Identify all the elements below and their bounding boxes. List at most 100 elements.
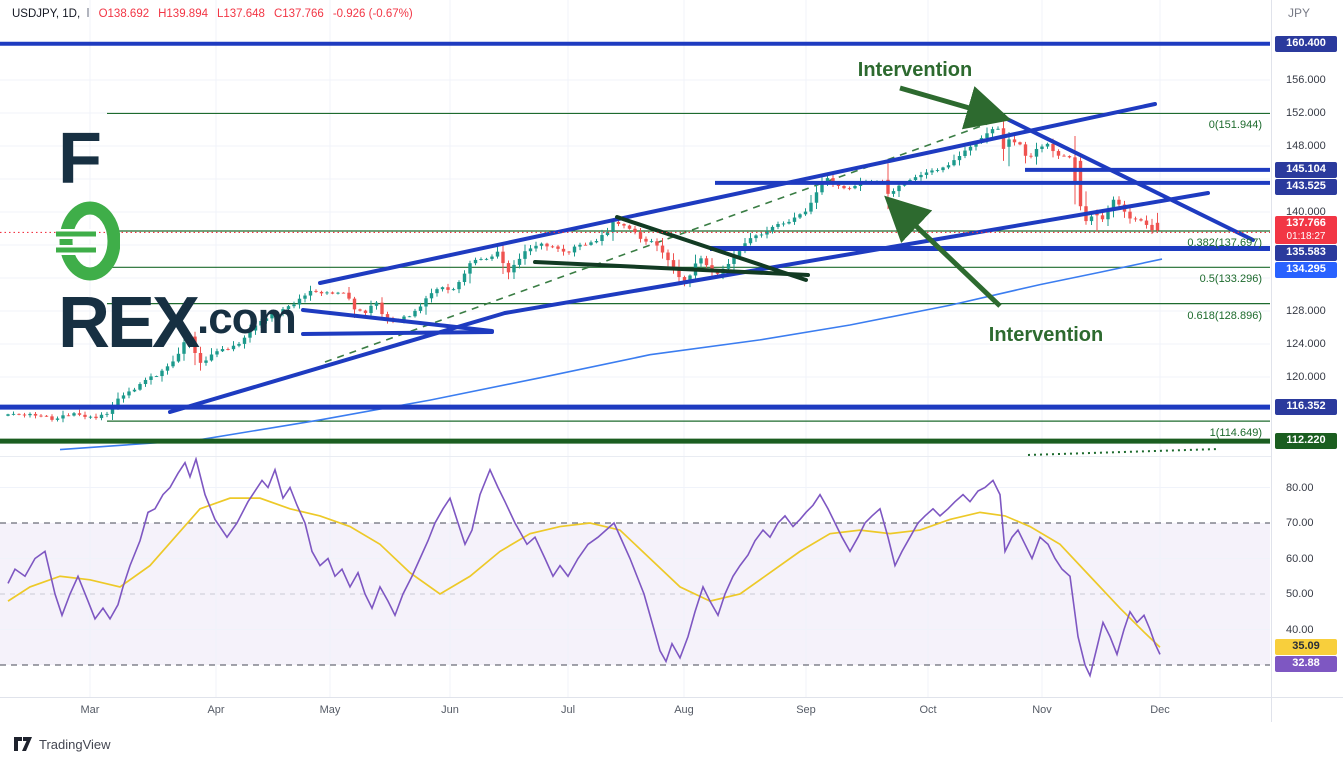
candle-body	[1111, 199, 1116, 212]
candle-body	[341, 292, 346, 294]
candle-body	[677, 268, 681, 278]
candle-body	[99, 414, 104, 419]
candle-body	[616, 222, 621, 224]
tradingview-text: TradingView	[39, 736, 111, 752]
candle-body	[198, 352, 203, 363]
candle-body	[737, 251, 742, 257]
candle-body	[369, 305, 373, 314]
candle-body	[638, 232, 643, 239]
legend-marker-icon[interactable]	[87, 8, 90, 17]
candle-body	[171, 361, 175, 367]
candle-body	[231, 345, 236, 350]
candle-body	[765, 231, 769, 235]
badge-value: 112.220	[1286, 434, 1326, 447]
candle-body	[374, 302, 379, 306]
price-chart-canvas[interactable]	[0, 0, 1271, 456]
candle-body	[347, 292, 351, 299]
candle-body	[132, 389, 137, 392]
candle-body	[803, 211, 808, 215]
candle-body	[814, 192, 819, 203]
candle-body	[1089, 216, 1094, 222]
candle-body	[787, 221, 791, 224]
time-axis-month-label: Mar	[80, 704, 100, 716]
candle-body	[1095, 212, 1099, 216]
candle-body	[407, 316, 412, 318]
candle-body	[1029, 155, 1033, 157]
candle-body	[253, 325, 258, 331]
candle-body	[781, 223, 786, 225]
intervention-label-bottom: Intervention	[988, 324, 1104, 346]
badge-value: 32.88	[1292, 656, 1320, 669]
candle-body	[264, 318, 269, 321]
candle-body	[572, 246, 577, 253]
candle-body	[44, 415, 49, 417]
candle-body	[440, 287, 445, 290]
may-flag-upper-line	[301, 308, 494, 333]
candle-body	[974, 142, 978, 147]
candle-body	[990, 129, 995, 134]
candle-body	[941, 167, 945, 171]
candle-body	[363, 310, 368, 314]
candle-body	[50, 416, 54, 420]
candle-body	[946, 165, 951, 168]
candle-body	[435, 289, 439, 294]
candle-body	[495, 251, 500, 257]
candle-body	[83, 414, 87, 417]
time-axis-month-label: Nov	[1032, 704, 1052, 716]
candle-body	[160, 370, 164, 377]
candle-body	[1067, 156, 1072, 158]
candle-body	[583, 244, 588, 246]
time-axis[interactable]: Mar Apr May Jun Jul Aug Sep Oct Nov Dec	[0, 697, 1343, 723]
candle-body	[611, 222, 615, 233]
pane-separator[interactable]	[0, 456, 1343, 457]
candle-body	[116, 398, 120, 406]
candle-body	[66, 415, 71, 417]
ohlc-token: -0.926 (-0.67%)	[332, 8, 413, 20]
time-axis-month-label: Jun	[441, 704, 459, 716]
symbol-title[interactable]: USDJPY, 1D,	[12, 8, 81, 20]
candle-body	[88, 416, 93, 418]
time-axis-month-label: Aug	[674, 704, 694, 716]
candle-body	[220, 349, 225, 352]
price-axis[interactable]: 156.000 152.000 148.000 140.000 128.000 124.0…	[1272, 0, 1343, 697]
candle-body	[539, 243, 544, 246]
candle-body	[578, 244, 582, 247]
candle-body	[325, 292, 329, 294]
rising-support-left-line	[168, 311, 507, 414]
currency-label: JPY	[1288, 6, 1311, 20]
candle-body	[1062, 155, 1066, 157]
rising-wedge-lower-line	[503, 191, 1210, 315]
candle-body	[330, 292, 335, 294]
candle-body	[732, 256, 736, 264]
candle-body	[770, 226, 775, 232]
candle-body	[622, 223, 626, 226]
candle-body	[825, 178, 830, 182]
candle-body	[534, 245, 538, 249]
candle-body	[28, 413, 32, 416]
ohlc-token: O138.692	[98, 8, 150, 20]
candle-body	[319, 291, 324, 294]
symbol-legend[interactable]: USDJPY, 1D, O138.692 H139.894 L137.648 C137…	[12, 8, 422, 26]
intervention-arrow-top	[899, 85, 1012, 130]
ohlc-token: L137.648	[216, 8, 265, 20]
candle-body	[1128, 211, 1132, 219]
tradingview-logo[interactable]: TradingView	[14, 733, 111, 755]
rsi-line	[7, 456, 1161, 679]
price-badge-32.88: 32.88	[1275, 655, 1337, 672]
candle-body	[1045, 143, 1050, 147]
candle-body	[924, 172, 929, 175]
candle-body	[1106, 211, 1110, 220]
candle-body	[77, 413, 82, 415]
rsi-indicator-canvas[interactable]	[0, 456, 1271, 697]
descending-resistance-line	[1001, 115, 1255, 242]
ohlc-token: H139.894	[158, 8, 208, 20]
candle-body	[1018, 142, 1022, 145]
candle-body	[33, 413, 38, 416]
candle-body	[1150, 224, 1154, 231]
candle-body	[1007, 139, 1011, 147]
candle-body	[633, 228, 637, 233]
time-axis-month-label: Oct	[919, 704, 937, 716]
price-axis-label: 152.000	[1286, 107, 1326, 119]
candle-body	[594, 240, 599, 243]
candle-body	[891, 191, 896, 194]
